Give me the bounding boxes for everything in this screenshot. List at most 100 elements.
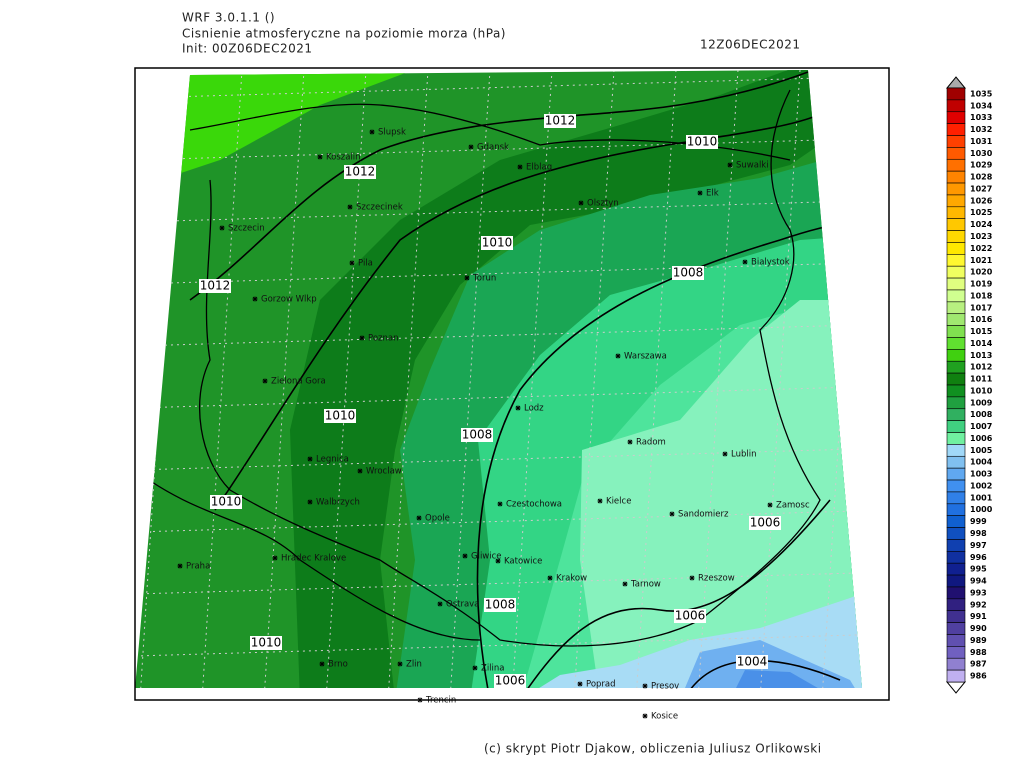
contours: [189, 71, 861, 688]
city-label: Wroclaw: [366, 467, 402, 477]
city-marker: [357, 468, 363, 474]
city-marker: [468, 144, 474, 150]
legend-swatch: [946, 87, 966, 101]
city-marker: [517, 164, 523, 170]
legend-label: 1023: [970, 232, 992, 241]
city-marker: [767, 502, 773, 508]
city-label: Brno: [328, 660, 348, 670]
legend-label: 1013: [970, 351, 992, 360]
contour-label-box: [344, 165, 376, 179]
contour-label: 1012: [345, 165, 376, 179]
legend-label: 1014: [970, 339, 993, 348]
legend-swatch: [946, 123, 966, 136]
legend-label: 1016: [970, 315, 993, 324]
contour-label-box: [544, 114, 576, 128]
contour-label-box: [749, 516, 781, 530]
legend-swatch: [946, 360, 966, 374]
legend-swatch: [946, 432, 966, 445]
city-label: Warszawa: [624, 352, 667, 362]
city-label: Katowice: [504, 557, 542, 567]
city-label: Zamosc: [776, 501, 810, 511]
city-marker: [349, 260, 355, 266]
legend-swatch: [946, 491, 966, 505]
city-label: Elblag: [526, 163, 552, 173]
legend-swatch: [946, 515, 966, 528]
legend-swatch: [946, 277, 966, 291]
legend-label: 1007: [970, 422, 992, 431]
legend-label: 991: [970, 612, 987, 621]
city-label: Kielce: [606, 497, 631, 507]
contour-label-box: [484, 598, 516, 612]
city-marker: [577, 681, 583, 687]
legend-swatch: [946, 194, 966, 208]
contour-label: 1004: [737, 655, 768, 669]
legend-swatch: [946, 455, 966, 469]
contour-label-box: [736, 655, 768, 669]
legend-label: 1006: [970, 434, 993, 443]
legend-label: 1020: [970, 268, 993, 277]
city-marker: [497, 501, 503, 507]
legend-swatch: [946, 539, 966, 552]
contour-label: 1012: [545, 114, 576, 128]
legend-swatch: [946, 669, 966, 683]
city-marker: [742, 259, 748, 265]
city-label: Tarnow: [630, 580, 661, 590]
city-label: Presov: [651, 682, 679, 692]
contour-label: 1008: [485, 598, 516, 612]
city-label: Bialystok: [751, 258, 790, 268]
city-marker: [727, 162, 733, 168]
legend-swatch: [946, 111, 966, 124]
city-label: Lublin: [731, 450, 756, 460]
legend-label: 1022: [970, 244, 992, 253]
city-marker: [464, 275, 470, 281]
contour-label: 1010: [482, 236, 513, 250]
legend-label: 992: [970, 600, 987, 609]
legend-swatch: [946, 384, 966, 398]
legend-swatch: [946, 574, 966, 588]
city-label: Opole: [425, 514, 450, 524]
city-marker: [578, 200, 584, 206]
city-marker: [642, 713, 648, 719]
contour-label-box: [461, 428, 493, 442]
legend-swatch: [946, 467, 966, 481]
legend-label: 1011: [970, 375, 993, 384]
map-frame: [134, 67, 890, 701]
legend-label: 988: [970, 648, 987, 657]
legend-label: 1004: [970, 458, 993, 467]
city-label: Walbrzych: [316, 498, 360, 508]
contour-label: 1008: [462, 428, 493, 442]
legend-swatch: [946, 242, 966, 255]
city-label: Ostrava: [446, 600, 479, 610]
city-label: Poprad: [586, 680, 616, 690]
legend-swatch: [946, 218, 966, 231]
legend-label: 986: [970, 672, 987, 681]
city-label: Torun: [472, 274, 496, 284]
legend-swatch: [946, 289, 966, 303]
legend-label: 999: [970, 517, 987, 526]
city-label: Poznan: [368, 334, 398, 344]
legend-label: 1024: [970, 220, 993, 229]
city-marker: [547, 575, 553, 581]
contour-label: 1010: [325, 409, 356, 423]
legend-label: 994: [970, 577, 987, 586]
city-marker: [437, 601, 443, 607]
legend-swatch: [946, 420, 966, 433]
legend-label: 1027: [970, 184, 992, 193]
legend-label: 1031: [970, 137, 993, 146]
legend-label: 1035: [970, 89, 993, 98]
city-label: Czestochowa: [506, 500, 562, 510]
legend-label: 1003: [970, 470, 992, 479]
legend-label: 1028: [970, 173, 993, 182]
contour-label-box: [199, 279, 231, 293]
city-marker: [319, 661, 325, 667]
model-name: WRF 3.0.1.1 (): [182, 11, 275, 25]
legend-label: 1005: [970, 446, 993, 455]
legend-label: 1000: [970, 505, 993, 514]
legend-label: 995: [970, 565, 987, 574]
city-label: Slupsk: [378, 128, 406, 138]
city-marker: [495, 558, 501, 564]
legend-label: 1033: [970, 113, 992, 122]
city-marker: [272, 555, 278, 561]
legend-swatch: [946, 622, 966, 635]
legend-swatch: [946, 657, 966, 671]
